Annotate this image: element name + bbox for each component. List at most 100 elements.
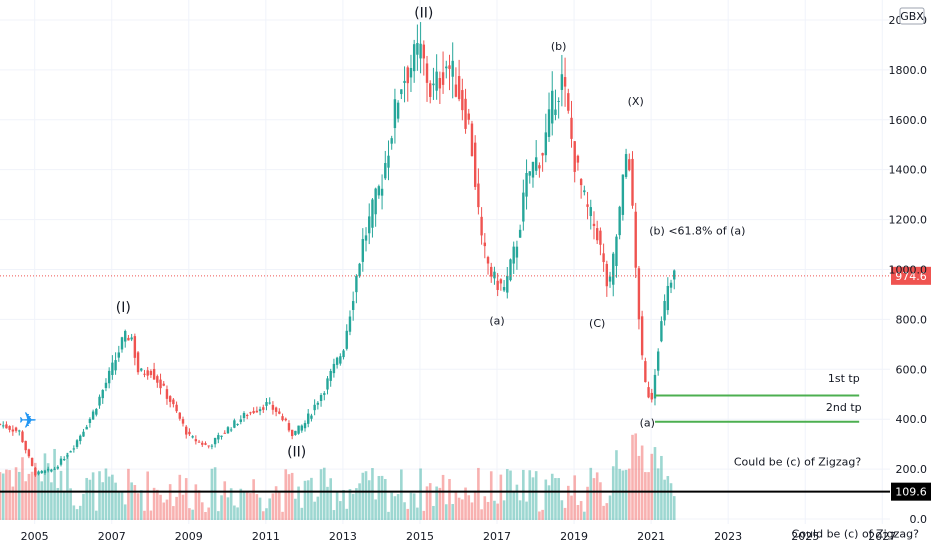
candle-body — [18, 430, 21, 432]
candle-body — [647, 387, 650, 398]
candle-body — [419, 43, 422, 59]
volume-bar — [17, 471, 21, 520]
volume-bar — [602, 505, 605, 520]
candle-body — [332, 363, 336, 374]
candle-body — [640, 316, 644, 356]
candle-body — [493, 271, 496, 279]
volume-bar — [554, 478, 557, 520]
volume-bar — [570, 495, 573, 520]
volume-bar — [355, 488, 358, 520]
volume-bar — [538, 511, 541, 520]
candle-body — [522, 192, 525, 222]
volume-bar — [579, 501, 583, 520]
volume-bar — [316, 496, 320, 520]
candle-body — [149, 370, 153, 375]
volume-bar — [666, 476, 670, 520]
airplane-icon[interactable]: ✈ — [19, 409, 37, 434]
candle-body — [467, 113, 470, 120]
volume-bar — [557, 478, 560, 520]
volume-bar — [383, 479, 387, 520]
volume-bar — [493, 500, 496, 520]
volume-bar — [210, 468, 214, 520]
currency-tag-box[interactable] — [899, 7, 925, 25]
candle-body — [201, 442, 204, 445]
volume-bar — [40, 481, 44, 520]
volume-bar — [319, 469, 323, 520]
volume-bar — [406, 508, 410, 520]
volume-bar — [618, 468, 621, 520]
volume-bar — [139, 490, 143, 520]
volume-bar — [162, 502, 166, 520]
volume-bar — [88, 479, 92, 520]
volume-bar — [528, 470, 532, 520]
candle-body — [345, 330, 348, 349]
candle-body — [290, 429, 294, 437]
candle-body — [91, 411, 95, 420]
candle-body — [168, 396, 172, 402]
volume-bar — [24, 481, 27, 520]
candle-body — [217, 435, 220, 440]
candle-body — [448, 65, 451, 69]
volume-bar — [207, 507, 210, 520]
candle-body — [477, 183, 480, 208]
candle-body — [50, 469, 53, 472]
wave-label: (a) — [640, 417, 655, 430]
candle-body — [34, 467, 37, 476]
volume-bar — [123, 504, 127, 520]
candle-body — [152, 368, 156, 380]
candle-body — [124, 331, 127, 342]
volume-bar — [1, 473, 5, 520]
candle-body — [615, 236, 618, 267]
candle-body — [53, 468, 56, 470]
volume-bar — [489, 471, 493, 520]
volume-bar — [637, 455, 641, 520]
volume-bar — [143, 510, 146, 520]
x-tick-label: 2013 — [329, 530, 357, 543]
volume-bar — [435, 486, 438, 520]
volume-bar — [268, 498, 271, 520]
volume-bar — [181, 494, 185, 520]
candle-body — [307, 413, 310, 424]
volume-bar — [339, 501, 342, 520]
volume-bar — [586, 486, 589, 520]
level-tag[interactable] — [891, 482, 931, 501]
candle-body — [480, 216, 483, 236]
last-price-tag[interactable] — [891, 266, 931, 285]
volume-bar — [615, 450, 618, 520]
candle-body — [621, 174, 625, 215]
volume-bar — [672, 496, 676, 520]
candle-body — [40, 470, 43, 474]
volume-bar — [621, 470, 625, 520]
volume-bar — [178, 474, 182, 520]
volume-bar — [5, 469, 8, 520]
y-tick-label: 1600.0 — [889, 114, 928, 127]
volume-bar — [470, 502, 474, 520]
volume-bars — [0, 433, 676, 520]
volume-bar — [589, 467, 593, 520]
volume-bar — [624, 469, 628, 520]
volume-bar — [53, 448, 56, 520]
candle-body — [628, 159, 631, 171]
candle-body — [85, 426, 88, 430]
candle-body — [374, 188, 377, 215]
candle-body — [624, 154, 628, 177]
currency-tag[interactable]: GBX — [899, 7, 925, 25]
candle-body — [8, 426, 11, 430]
volume-bar — [287, 474, 291, 520]
x-tick-label: 2027 — [868, 530, 896, 543]
candle-body — [390, 138, 393, 144]
volume-bar — [322, 467, 326, 520]
volume-bar — [534, 471, 538, 520]
candle-body — [220, 435, 223, 437]
candle-body — [506, 275, 509, 293]
volume-bar — [165, 499, 169, 520]
volume-bar — [66, 452, 69, 520]
candle-body — [188, 431, 191, 435]
volume-bar — [627, 468, 631, 520]
candle-body — [43, 470, 47, 473]
volume-bar — [223, 481, 227, 520]
volume-bar — [261, 511, 265, 520]
candle-body — [297, 425, 300, 434]
